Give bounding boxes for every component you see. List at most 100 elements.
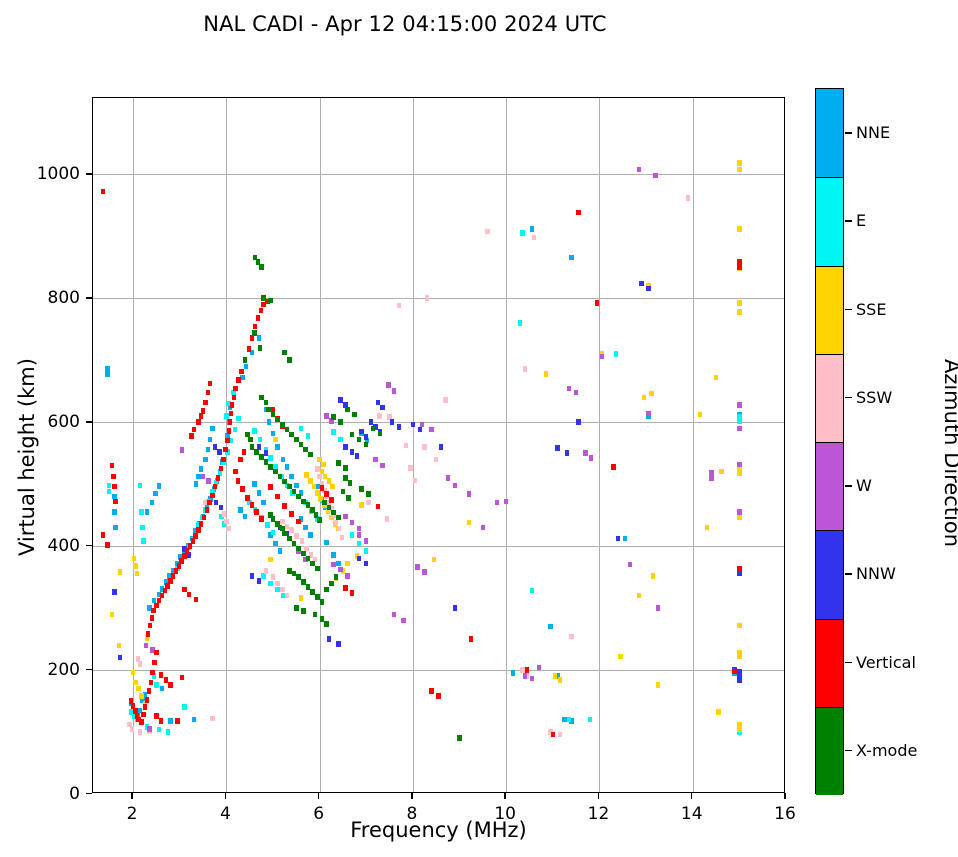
scatter-point-x-mode xyxy=(336,514,341,521)
scatter-point-vertical xyxy=(468,636,474,642)
colorbar-band-w[interactable] xyxy=(816,442,843,531)
scatter-point-w xyxy=(380,462,385,469)
colorbar-band-sse[interactable] xyxy=(816,265,843,354)
scatter-point-ssw xyxy=(135,656,140,662)
scatter-point-x-mode xyxy=(282,530,287,537)
scatter-point-nnw xyxy=(263,450,269,456)
scatter-point-e xyxy=(265,522,270,528)
scatter-point-vertical xyxy=(190,538,195,544)
scatter-point-x-mode xyxy=(315,565,320,572)
scatter-point-nne xyxy=(137,707,143,714)
scatter-point-x-mode xyxy=(301,608,306,614)
scatter-point-ssw xyxy=(396,302,402,309)
scatter-point-vertical xyxy=(141,711,146,718)
colorbar-band-nne[interactable] xyxy=(816,89,843,178)
gridline-horizontal xyxy=(93,546,784,548)
scatter-point-w xyxy=(422,569,427,575)
scatter-point-nnw xyxy=(396,424,402,430)
scatter-point-sse xyxy=(737,653,742,660)
colorbar-band-nnw[interactable] xyxy=(816,530,843,619)
scatter-point-vertical xyxy=(225,437,230,444)
scatter-point-vertical xyxy=(229,402,235,408)
scatter-point-vertical xyxy=(207,380,213,387)
scatter-point-vertical xyxy=(133,708,138,714)
scatter-point-nne xyxy=(243,363,249,370)
scatter-point-ssw xyxy=(548,729,553,735)
scatter-point-sse xyxy=(641,394,646,401)
scatter-point-x-mode xyxy=(324,621,329,627)
scatter-point-vertical xyxy=(146,688,152,694)
scatter-point-vertical xyxy=(205,389,210,396)
scatter-point-vertical xyxy=(737,565,742,572)
scatter-point-w xyxy=(147,726,152,732)
scatter-point-x-mode xyxy=(282,478,287,485)
colorbar-band-x-mode[interactable] xyxy=(816,706,843,795)
scatter-point-e xyxy=(144,724,150,730)
plot-area[interactable] xyxy=(92,97,785,793)
scatter-point-sse xyxy=(330,483,335,490)
scatter-point-sse xyxy=(326,478,332,484)
scatter-point-e xyxy=(221,521,227,527)
scatter-point-vertical xyxy=(200,408,206,414)
scatter-point-vertical xyxy=(238,456,243,463)
scatter-point-w xyxy=(350,519,355,526)
scatter-point-x-mode xyxy=(457,735,462,741)
scatter-point-nnw xyxy=(112,589,117,595)
scatter-point-nne xyxy=(159,586,165,592)
scatter-point-e xyxy=(131,713,137,719)
scatter-point-w xyxy=(737,509,742,515)
scatter-point-nne xyxy=(156,591,161,598)
scatter-point-vertical xyxy=(168,682,173,688)
colorbar-tick xyxy=(845,749,852,752)
colorbar[interactable] xyxy=(815,88,844,795)
scatter-point-ssw xyxy=(203,499,208,506)
scatter-point-ssw xyxy=(221,511,227,517)
scatter-point-x-mode xyxy=(291,570,297,577)
scatter-point-nnw xyxy=(564,450,570,456)
colorbar-band-ssw[interactable] xyxy=(816,353,843,442)
scatter-point-ssw xyxy=(137,661,143,667)
scatter-point-nnw xyxy=(373,424,378,430)
scatter-point-x-mode xyxy=(366,491,371,497)
scatter-point-vertical xyxy=(145,631,151,637)
scatter-point-vertical xyxy=(148,679,154,686)
scatter-point-x-mode xyxy=(303,446,308,453)
scatter-point-sse xyxy=(354,553,360,559)
scatter-point-nnw xyxy=(350,449,355,455)
scatter-point-nnw xyxy=(218,504,223,511)
scatter-point-vertical xyxy=(112,483,117,490)
scatter-point-vertical xyxy=(228,410,234,417)
scatter-point-nne xyxy=(298,490,304,496)
scatter-point-e xyxy=(284,482,290,489)
scatter-point-sse xyxy=(304,472,309,478)
y-tick-label: 0 xyxy=(69,784,80,804)
scatter-point-nne xyxy=(268,532,273,538)
scatter-point-ssw xyxy=(485,228,490,234)
colorbar-separator xyxy=(816,442,843,443)
scatter-point-nne xyxy=(178,554,183,560)
scatter-point-w xyxy=(357,532,362,538)
scatter-point-w xyxy=(536,664,542,671)
x-tick-mark xyxy=(504,793,506,799)
colorbar-band-vertical[interactable] xyxy=(816,618,843,707)
scatter-point-vertical xyxy=(196,419,201,425)
scatter-point-nne xyxy=(193,528,198,534)
scatter-point-nnw xyxy=(213,499,219,506)
scatter-point-ssw xyxy=(339,534,345,541)
scatter-point-e xyxy=(529,587,535,594)
scatter-point-x-mode xyxy=(270,411,276,418)
scatter-point-nnw xyxy=(737,673,742,679)
scatter-point-nne xyxy=(210,425,215,432)
scatter-point-vertical xyxy=(241,449,247,455)
scatter-point-nne xyxy=(256,335,262,341)
scatter-point-e xyxy=(268,455,273,461)
scatter-point-ssw xyxy=(317,473,322,480)
scatter-point-nnw xyxy=(639,280,644,287)
scatter-point-nnw xyxy=(555,445,560,451)
scatter-point-ssw xyxy=(524,673,530,679)
colorbar-band-e[interactable] xyxy=(816,177,843,266)
colorbar-separator xyxy=(816,177,843,179)
scatter-point-nnw xyxy=(375,399,381,406)
scatter-point-e xyxy=(566,716,572,723)
